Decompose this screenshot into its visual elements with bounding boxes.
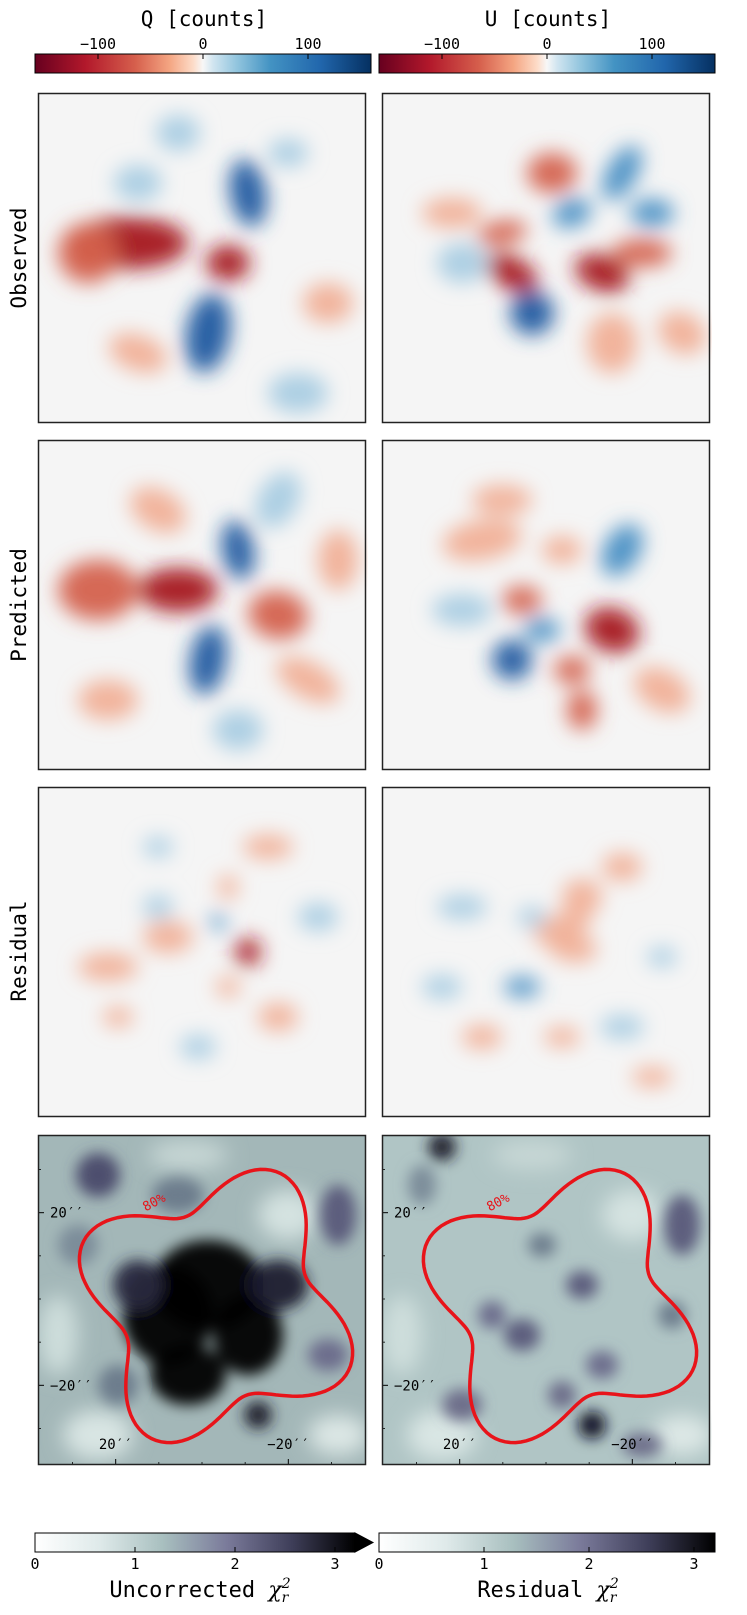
colorbar-tick-label: 1: [479, 1555, 488, 1573]
colorbar-tick-label: 3: [330, 1555, 339, 1573]
colorbar-tick-label: −100: [80, 35, 116, 53]
heatmap-image: [422, 853, 677, 1087]
colorbar-tick-label: 0: [30, 1555, 39, 1573]
heatmap-image: [408, 1135, 700, 1457]
colorbar-uncorrected-chi2: 0 1 2 3: [30, 1532, 375, 1573]
y-tick-label: −20′′: [394, 1378, 436, 1394]
panel-frame: [37, 92, 367, 424]
colorbar-u: −100 0 100: [378, 35, 716, 74]
colorbar-tick-label: 0: [198, 35, 207, 53]
row-label-observed: Observed: [7, 207, 31, 308]
col-title-u: U [counts]: [485, 7, 611, 31]
heatmap-image: [382, 1140, 712, 1460]
colorbar-gradient: [378, 1532, 716, 1553]
heatmap-image: [58, 472, 358, 750]
colorbar-tick-label: 2: [230, 1555, 239, 1573]
colorbar-tick-label: 3: [689, 1555, 698, 1573]
col-title-q: Q [counts]: [141, 7, 267, 31]
x-tick-label: 20′′: [443, 1437, 477, 1453]
panel-predicted-q: [37, 439, 367, 771]
panel-predicted-u: [381, 439, 711, 771]
colorbar-gradient: [34, 1532, 356, 1553]
heatmap-image: [38, 1140, 368, 1460]
panel-chi2-q: 80%20′′−20′′20′′ −20′′: [37, 1134, 368, 1466]
panel-residual-q: [37, 786, 367, 1118]
colorbar-q: −100 0 100: [34, 35, 372, 74]
panel-frame: [381, 439, 711, 771]
y-tick-label: 20′′: [394, 1206, 428, 1222]
heatmap-image: [58, 115, 353, 413]
colorbar-label-residual: Residual χ2 r: [477, 1576, 619, 1606]
panel-chi2-u: 80%20′′−20′′20′′ −20′′: [381, 1134, 712, 1466]
colorbar-tick-label: 100: [638, 35, 665, 53]
heatmap-image: [78, 835, 338, 1059]
x-tick-label: −20′′: [267, 1437, 309, 1453]
x-tick-label: −20′′: [611, 1437, 653, 1453]
panel-frame: [381, 786, 711, 1118]
y-tick-label: −20′′: [50, 1378, 92, 1394]
colorbar-tick-label: −100: [424, 35, 460, 53]
row-label-residual: Residual: [7, 900, 31, 1001]
colorbar-tick-label: 100: [294, 35, 321, 53]
contour-80pct: [421, 1167, 699, 1445]
panel-frame: [381, 92, 711, 424]
colorbar-tick-label: 0: [542, 35, 551, 53]
panel-residual-u: [381, 786, 711, 1118]
colorbar-tick-label: 1: [130, 1555, 139, 1573]
panel-frame: [381, 1134, 711, 1466]
colorbar-extend-arrow: [354, 1532, 375, 1553]
heatmap-image: [432, 485, 690, 730]
heatmap-image: [58, 1153, 356, 1429]
colorbar-tick-label: 2: [584, 1555, 593, 1573]
y-tick-label: 20′′: [50, 1206, 84, 1222]
panel-frame: [37, 786, 367, 1118]
heatmap-image: [422, 145, 706, 373]
colorbar-tick-label: 0: [374, 1555, 383, 1573]
colorbar-residual-chi2: 0 1 2 3: [374, 1532, 716, 1573]
panel-observed-u: [381, 92, 711, 424]
x-tick-label: 20′′: [99, 1437, 133, 1453]
panel-frame: [37, 1134, 367, 1466]
panel-frame: [37, 439, 367, 771]
colorbar-label-uncorrected: Uncorrected χ2 r: [109, 1576, 290, 1606]
contour-80pct: [77, 1167, 355, 1445]
row-label-predicted: Predicted: [7, 548, 31, 662]
panel-observed-q: [37, 92, 367, 424]
